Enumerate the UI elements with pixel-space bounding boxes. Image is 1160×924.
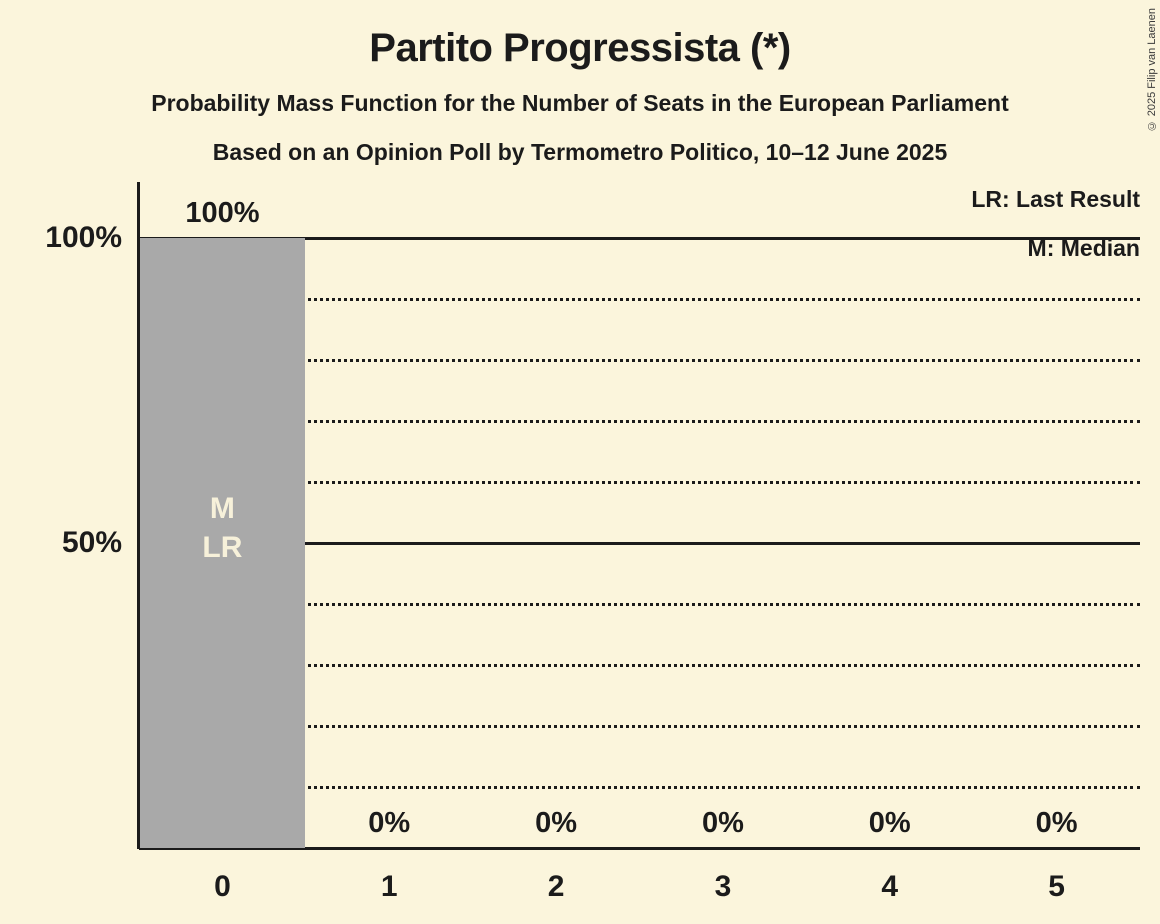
x-axis-tick-4: 4 [881,870,899,903]
legend-median: M: Median [1027,235,1140,261]
gridline-60pct [139,480,1140,484]
y-axis-tick-100: 100% [45,221,122,254]
x-axis-tick-3: 3 [714,870,732,903]
gridline-20pct [139,724,1140,728]
x-axis-tick-1: 1 [380,870,398,903]
bar-annotation-median-lastresult: M LR [202,492,243,564]
gridline-30pct [139,663,1140,667]
gridline-80pct [139,358,1140,362]
gridline-40pct [139,602,1140,606]
gridline-100pct [139,236,1140,240]
x-axis-tick-5: 5 [1048,870,1065,903]
bar-value-label-4: 0% [868,807,911,839]
bar-value-label-1: 0% [368,807,411,839]
bar-value-label-3: 0% [701,807,744,839]
y-axis-tick-50: 50% [61,526,122,559]
y-axis-line [137,182,140,849]
bar-value-label-2: 0% [535,807,578,839]
gridline-0pct [139,846,1140,850]
copyright-notice: © 2025 Filip van Laenen [1146,8,1158,132]
x-axis-tick-2: 2 [547,870,565,903]
gridline-90pct [139,297,1140,301]
chart-title: Partito Progressista (*) [369,26,791,70]
gridline-70pct [139,419,1140,423]
chart-subtitle: Probability Mass Function for the Number… [151,90,1009,116]
x-axis-tick-0: 0 [214,870,231,903]
legend-last-result: LR: Last Result [971,186,1140,212]
gridline-50pct [139,541,1140,545]
chart-subtitle-source: Based on an Opinion Poll by Termometro P… [212,139,948,165]
bar-seat-0 [139,238,306,848]
bar-value-label-0: 100% [185,197,260,229]
gridline-10pct [139,785,1140,789]
bar-value-label-5: 0% [1035,807,1078,839]
